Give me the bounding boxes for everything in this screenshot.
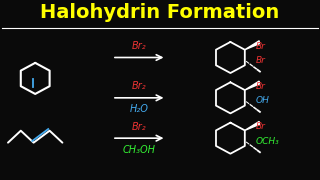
Text: Halohydrin Formation: Halohydrin Formation — [40, 3, 280, 22]
Text: Br: Br — [256, 82, 266, 91]
Text: Br: Br — [256, 56, 266, 65]
Text: Br₂: Br₂ — [132, 122, 147, 132]
Text: Br₂: Br₂ — [132, 41, 147, 51]
Text: CH₃OH: CH₃OH — [123, 145, 156, 155]
Text: OCH₃: OCH₃ — [256, 137, 280, 146]
Polygon shape — [245, 41, 259, 50]
Polygon shape — [245, 122, 259, 130]
Text: Br₂: Br₂ — [132, 81, 147, 91]
Text: Br: Br — [256, 42, 266, 51]
Text: H₂O: H₂O — [130, 104, 148, 114]
Polygon shape — [245, 81, 259, 90]
Text: OH: OH — [256, 96, 270, 105]
Text: Br: Br — [256, 122, 266, 131]
